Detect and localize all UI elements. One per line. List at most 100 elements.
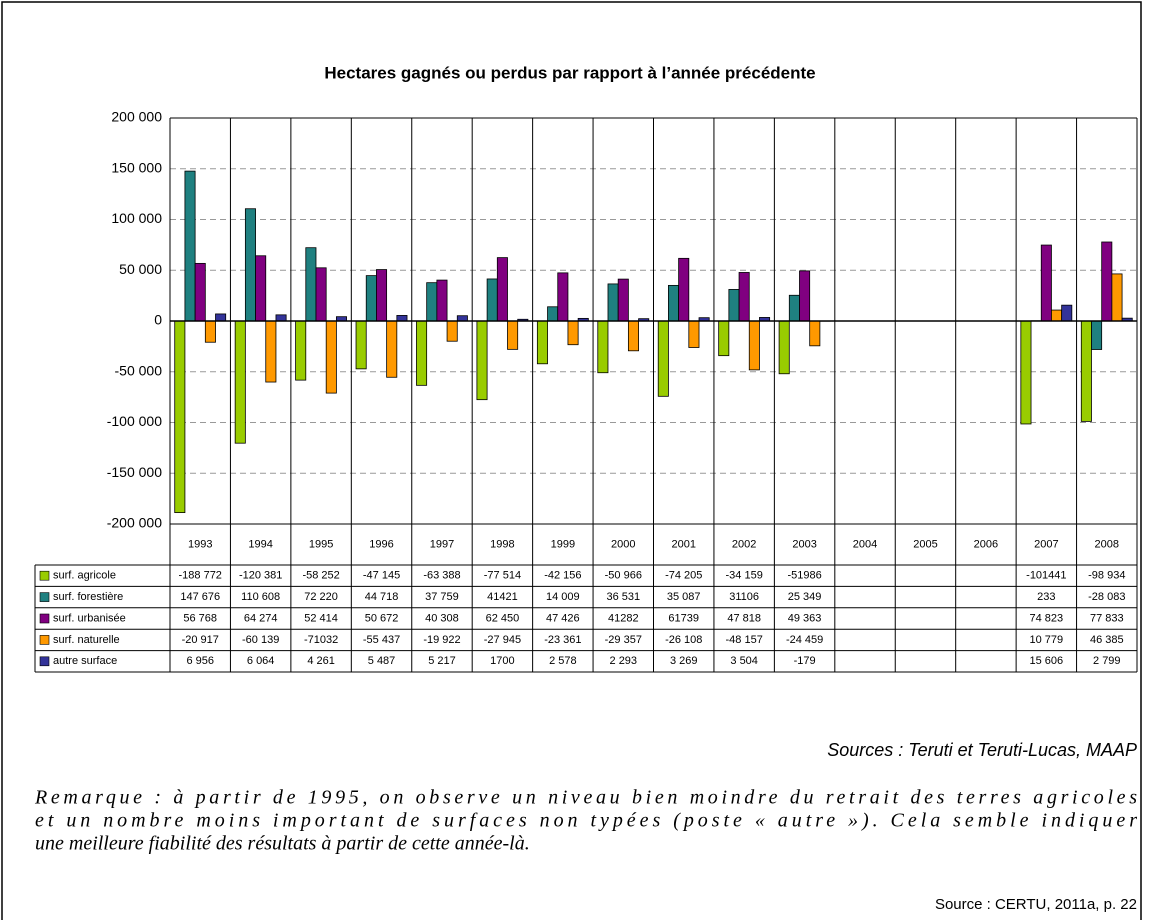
x-tick-label: 1996 — [369, 538, 393, 550]
bar — [1111, 273, 1123, 322]
table-cell: -77 514 — [484, 570, 521, 582]
table-cell: 5 217 — [428, 655, 456, 667]
remark-line: Remarque : à partir de 1995, on observe … — [34, 787, 1137, 809]
bar — [486, 278, 498, 322]
chart-title: Hectares gagnés ou perdus par rapport à … — [324, 63, 815, 82]
table-cell: 2 293 — [610, 655, 638, 667]
y-tick-label: 50 000 — [119, 261, 162, 277]
bar — [557, 272, 569, 322]
table-cell: 233 — [1037, 591, 1055, 603]
x-tick-label: 2000 — [611, 538, 635, 550]
x-tick-label: 2004 — [853, 538, 877, 550]
bar — [386, 320, 398, 378]
table-cell: 5 487 — [368, 655, 396, 667]
bar — [365, 275, 377, 322]
table-cell: 25 349 — [788, 591, 822, 603]
bar — [456, 315, 468, 322]
bar — [547, 306, 559, 322]
table-cell: -63 388 — [423, 570, 460, 582]
x-tick-label: 1999 — [551, 538, 575, 550]
table-cell: 1700 — [490, 655, 514, 667]
bar — [597, 320, 609, 374]
bar — [426, 282, 438, 322]
table-cell: 61739 — [668, 612, 699, 624]
table-cell: 3 269 — [670, 655, 698, 667]
bar — [627, 320, 639, 352]
table-cell: 6 956 — [186, 655, 214, 667]
bar — [275, 314, 287, 322]
bar — [496, 257, 508, 322]
legend-label: surf. urbanisée — [53, 612, 126, 624]
x-tick-label: 2008 — [1095, 538, 1119, 550]
table-cell: -98 934 — [1088, 570, 1125, 582]
x-tick-label: 2007 — [1034, 538, 1058, 550]
table-cell: 14 009 — [546, 591, 580, 603]
legend-swatch — [39, 570, 50, 581]
table-cell: 74 823 — [1030, 612, 1064, 624]
table-cell: -58 252 — [302, 570, 339, 582]
bar — [1040, 244, 1052, 322]
bar — [194, 262, 206, 322]
table-cell: -47 145 — [363, 570, 400, 582]
table-cell: 47 818 — [727, 612, 761, 624]
bar — [174, 320, 186, 514]
table-cell: -42 156 — [544, 570, 581, 582]
bar — [657, 320, 669, 397]
table-cell: 46 385 — [1090, 634, 1124, 646]
x-tick-label: 2006 — [974, 538, 998, 550]
table-cell: 64 274 — [244, 612, 278, 624]
bar — [617, 278, 629, 322]
table-cell: 49 363 — [788, 612, 822, 624]
table-cell: -50 966 — [605, 570, 642, 582]
table-cell: 72 220 — [304, 591, 338, 603]
remark-line: une meilleure fiabilité des résultats à … — [35, 833, 530, 855]
y-tick-label: -50 000 — [115, 362, 163, 378]
table-cell: 31106 — [729, 591, 759, 603]
table-cell: -20 917 — [182, 634, 219, 646]
legend-swatch — [39, 613, 50, 624]
table-cell: -51986 — [787, 570, 821, 582]
sources: Sources : Teruti et Teruti-Lucas, MAAP — [827, 740, 1137, 760]
table-cell: 35 087 — [667, 591, 701, 603]
table-cell: 147 676 — [180, 591, 220, 603]
table-cell: -60 139 — [242, 634, 279, 646]
table-cell: 77 833 — [1090, 612, 1124, 624]
x-tick-label: 2005 — [913, 538, 937, 550]
x-tick-label: 1997 — [430, 538, 454, 550]
remark-line: et un nombre moins important de surfaces… — [35, 810, 1137, 832]
bar — [355, 320, 367, 370]
legend-label: surf. agricole — [53, 570, 116, 582]
table-cell: 15 606 — [1030, 655, 1064, 667]
bar — [255, 255, 267, 322]
bar — [1091, 320, 1103, 350]
table-cell: -179 — [794, 655, 816, 667]
table-cell: 52 414 — [304, 612, 338, 624]
bar — [778, 320, 790, 375]
table-cell: 36 531 — [606, 591, 640, 603]
bar — [265, 320, 277, 383]
bar — [507, 320, 519, 350]
bar — [678, 257, 690, 322]
bar — [718, 320, 730, 357]
legend-swatch — [39, 656, 50, 667]
bar — [244, 208, 256, 322]
table-cell: 37 759 — [425, 591, 459, 603]
y-tick-label: -200 000 — [107, 515, 162, 531]
table-cell: 2 799 — [1093, 655, 1121, 667]
table-cell: 47 426 — [546, 612, 580, 624]
table-cell: -48 157 — [726, 634, 763, 646]
x-tick-label: 1998 — [490, 538, 514, 550]
table-cell: -55 437 — [363, 634, 400, 646]
table-cell: -34 159 — [726, 570, 763, 582]
table-cell: -19 922 — [423, 634, 460, 646]
bar — [1020, 320, 1032, 425]
y-tick-label: 150 000 — [111, 159, 162, 175]
bar — [325, 320, 337, 394]
bar — [315, 267, 327, 322]
table-cell: 2 578 — [549, 655, 577, 667]
table-cell: -71032 — [304, 634, 338, 646]
bar — [204, 320, 216, 343]
table-cell: 44 718 — [365, 591, 399, 603]
legend-swatch — [39, 592, 50, 602]
bar — [728, 289, 740, 322]
